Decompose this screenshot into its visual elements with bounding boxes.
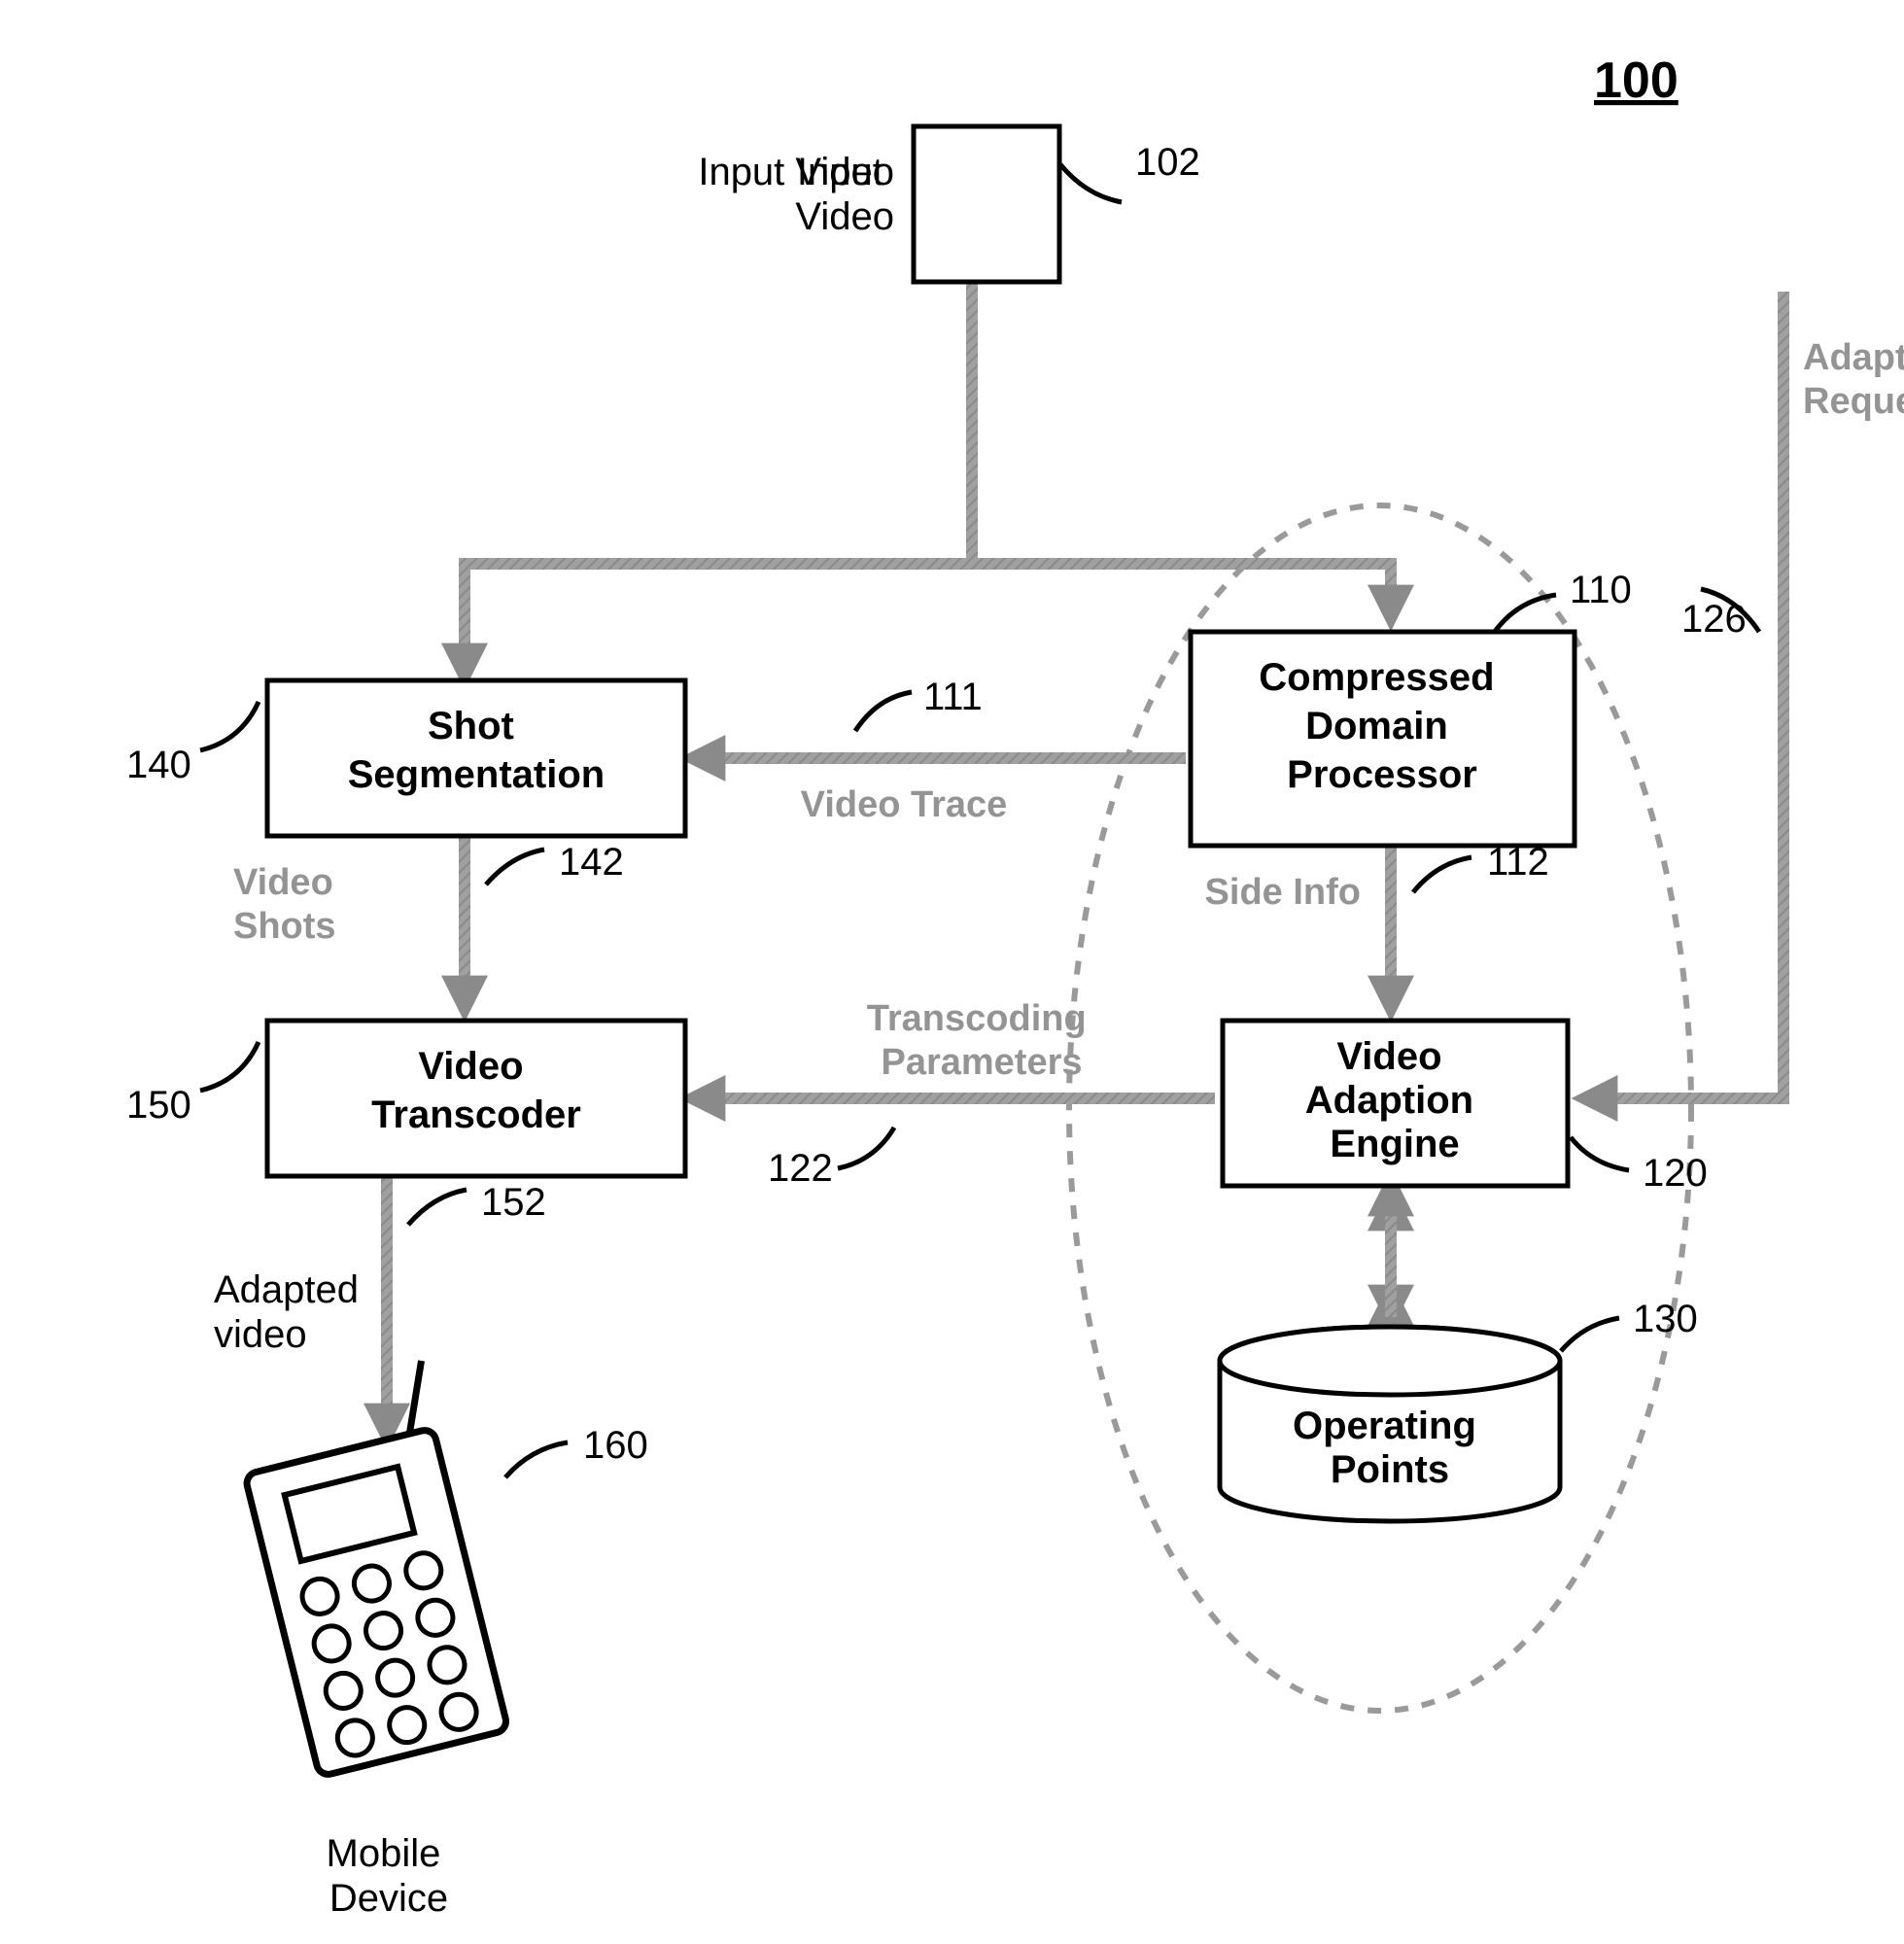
callout-150 [200, 1042, 259, 1091]
callout-140 [200, 702, 259, 750]
ref-122: 122 [768, 1147, 833, 1190]
edge-label-video-shots: Video Shots [233, 862, 343, 947]
callout-120 [1571, 1137, 1629, 1170]
node-mobile-device [228, 1361, 513, 1777]
ref-126: 126 [1681, 598, 1747, 641]
callout-112 [1413, 857, 1471, 892]
figure-ref-title: 100 [1594, 52, 1679, 109]
ref-130: 130 [1633, 1298, 1698, 1340]
callout-111 [855, 692, 912, 731]
callout-142 [486, 850, 544, 885]
ref-120: 120 [1643, 1152, 1708, 1195]
ref-152: 152 [481, 1181, 546, 1224]
flowchart-diagram: 100 Input Video Input Video 102 Shot Seg… [0, 0, 1904, 1944]
node-compressed-domain-processor: Compressed Domain Processor 110 [1191, 569, 1632, 846]
edge-label-transcoding-parameters: Transcoding Parameters [867, 998, 1096, 1083]
edge-label-adapted-video: Adapted video [214, 1268, 369, 1356]
callout-102 [1054, 156, 1122, 202]
callout-152 [408, 1190, 467, 1225]
node-video-adaption-engine: Video Adaption Engine 120 [1223, 1021, 1708, 1195]
ref-102: 102 [1135, 141, 1200, 184]
ref-112: 112 [1487, 841, 1549, 884]
edge-label-side-info: Side Info [1205, 872, 1361, 913]
edge-label-video-trace: Video Trace [801, 784, 1008, 825]
node-video-transcoder: Video Transcoder 150 [126, 1021, 685, 1176]
callout-122 [838, 1128, 894, 1168]
node-input-video: Input Video Input Video 102 [698, 126, 1199, 282]
node-shot-segmentation: Shot Segmentation 140 [126, 680, 685, 836]
callout-160 [505, 1442, 568, 1477]
edge-label-adaptation-request: Adaptation Request [1803, 337, 1904, 422]
callout-130 [1561, 1318, 1619, 1351]
ref-110: 110 [1570, 569, 1632, 611]
ref-111: 111 [923, 676, 983, 718]
node-mobile-device-label: Mobile Device [327, 1832, 452, 1920]
ref-160: 160 [583, 1424, 648, 1467]
node-operating-points: Operating Points 130 [1220, 1298, 1698, 1521]
ref-150: 150 [126, 1084, 191, 1127]
ref-140: 140 [126, 744, 191, 786]
ref-142: 142 [559, 841, 624, 884]
node-input-video-label: Input Video [795, 151, 894, 238]
